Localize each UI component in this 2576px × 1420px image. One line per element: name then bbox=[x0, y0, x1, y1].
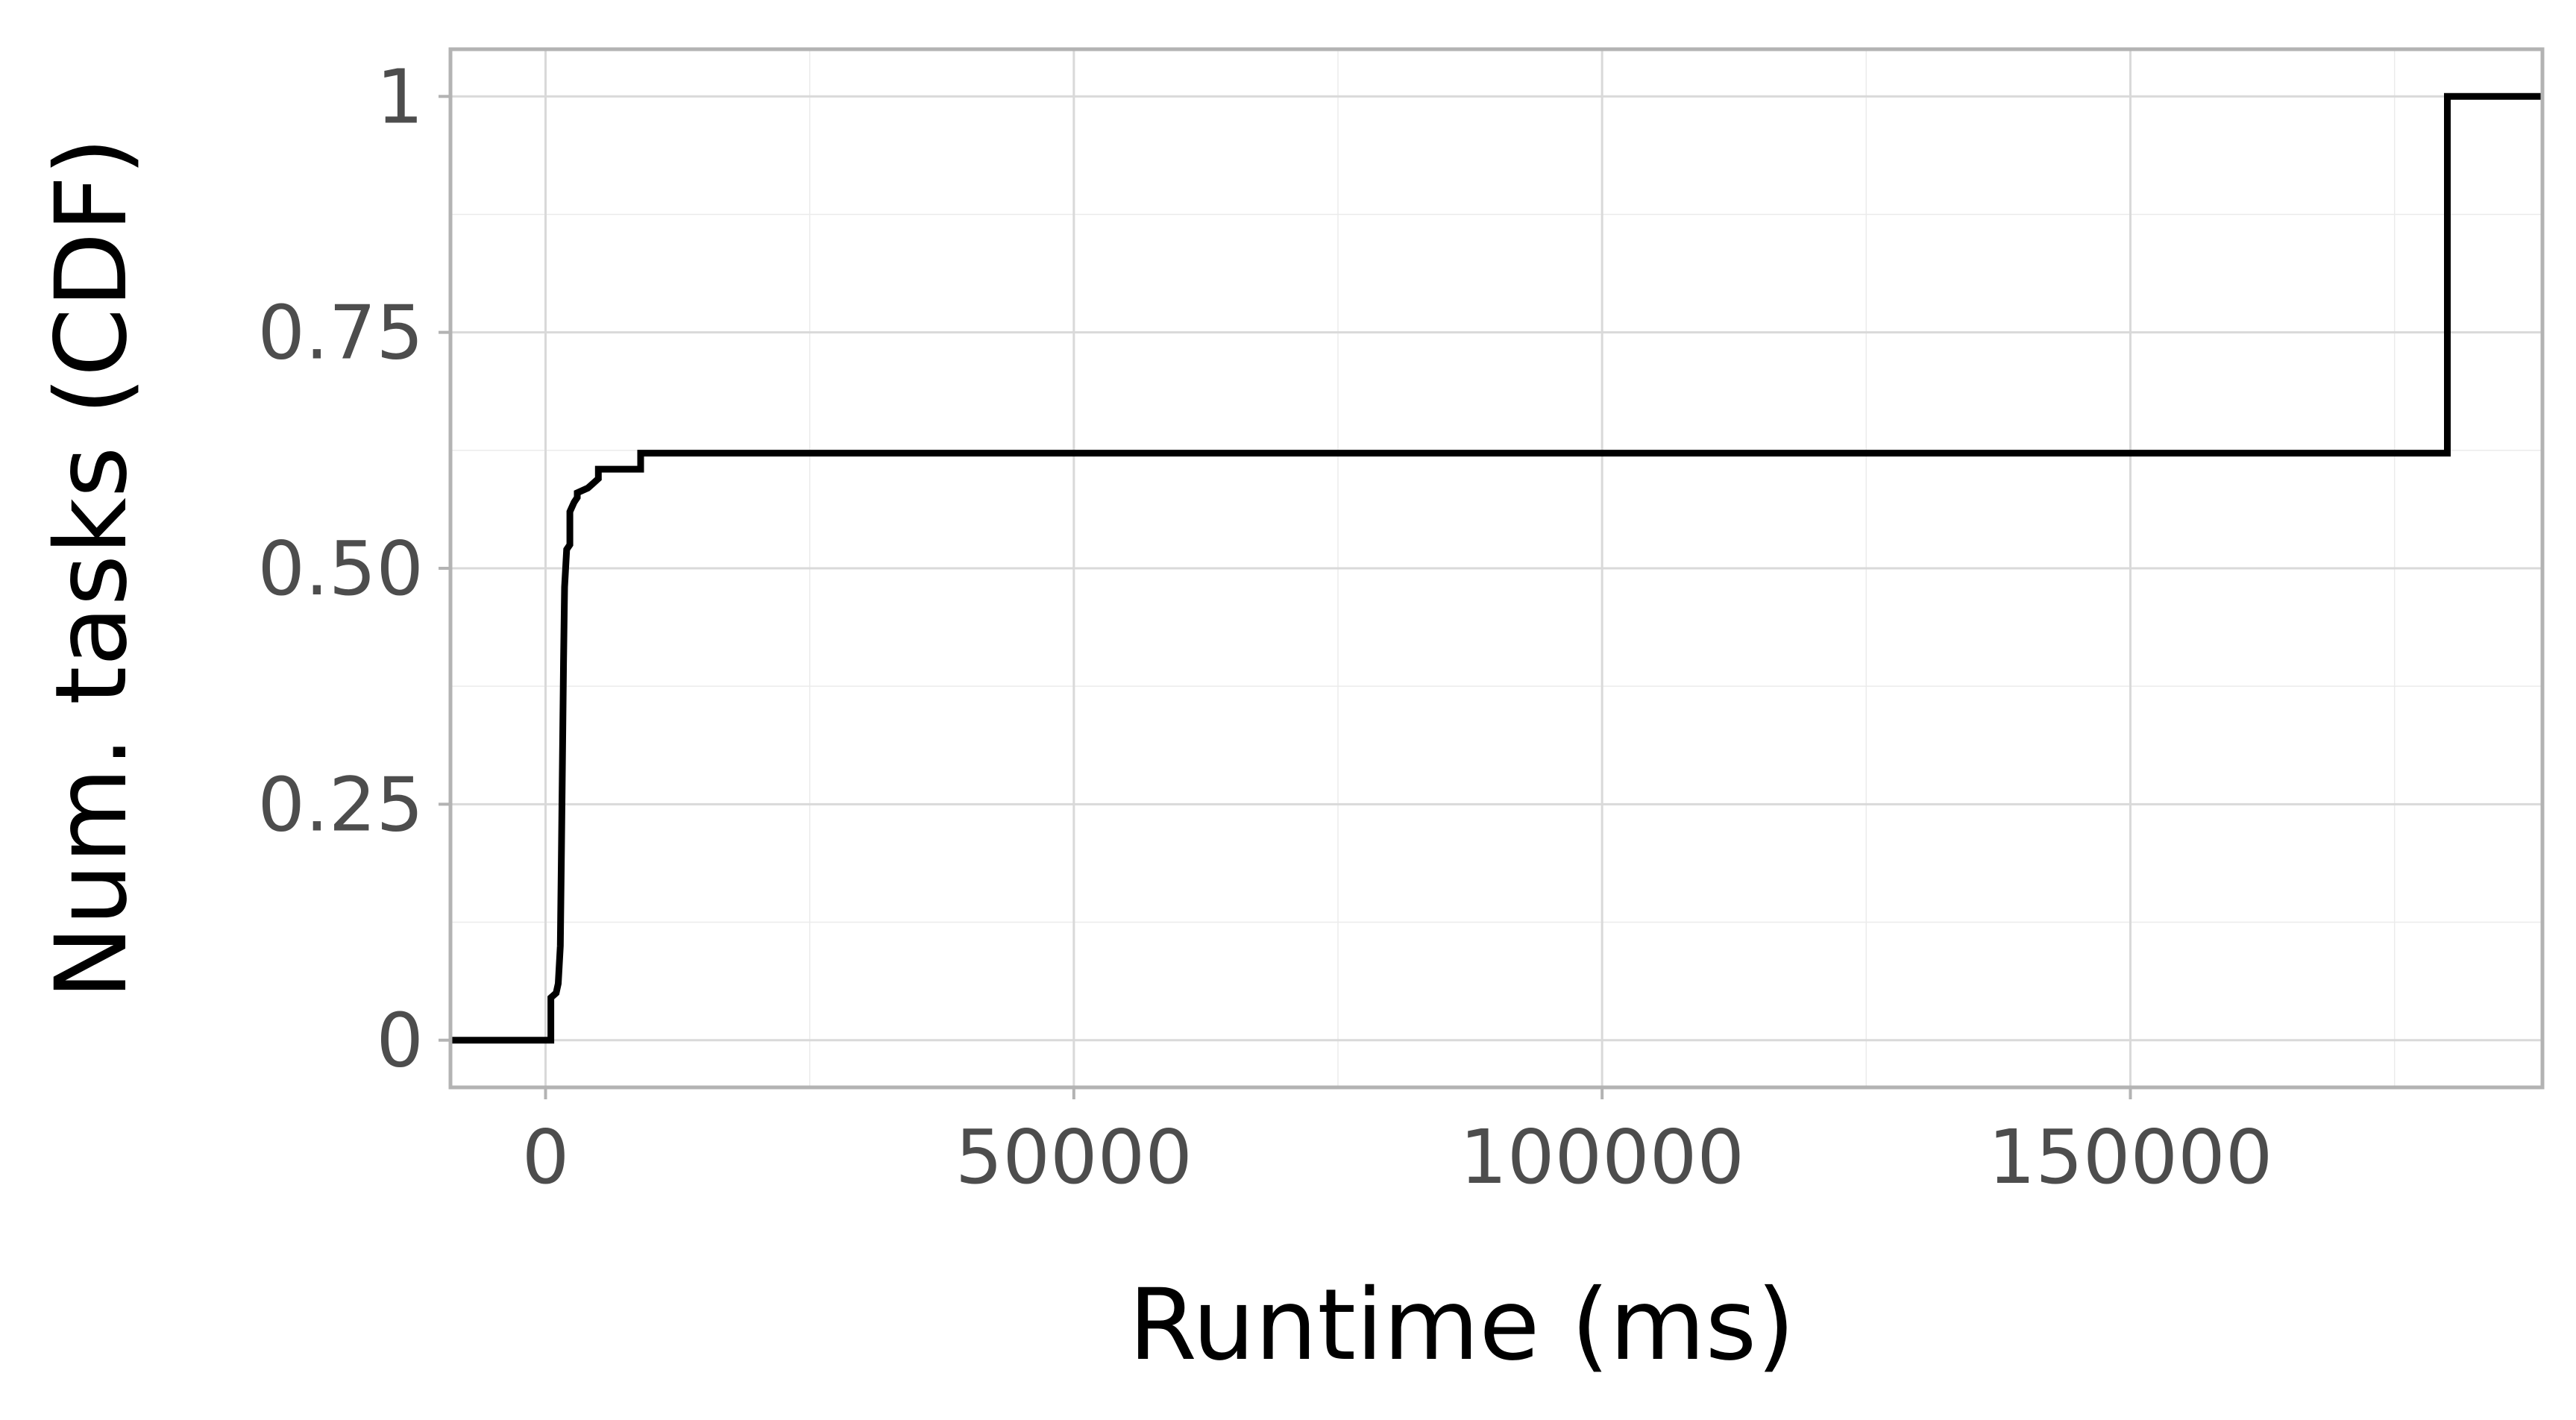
y-tick-label: 0.75 bbox=[257, 289, 424, 377]
y-tick-label: 0.50 bbox=[257, 525, 424, 612]
x-axis-title: Runtime (ms) bbox=[1128, 1268, 1795, 1383]
ticks-layer bbox=[439, 95, 2132, 1099]
grid-layer bbox=[450, 49, 2542, 1087]
data-layer bbox=[450, 92, 2542, 1044]
y-tick-label: 0 bbox=[376, 997, 424, 1084]
y-tick-label: 1 bbox=[376, 53, 424, 140]
y-tick-label: 0.25 bbox=[257, 761, 424, 848]
x-tick-label: 100000 bbox=[1460, 1113, 1744, 1201]
labels-layer: 0 50000 100000 150000 0 0.25 0.50 0.75 1 bbox=[257, 53, 2272, 1201]
cdf-series-line bbox=[450, 92, 2542, 1044]
x-tick-label: 50000 bbox=[955, 1113, 1193, 1201]
y-axis-title: Num. tasks (CDF) bbox=[34, 137, 149, 999]
x-tick-label: 150000 bbox=[1988, 1113, 2273, 1201]
x-tick-label: 0 bbox=[522, 1113, 570, 1201]
